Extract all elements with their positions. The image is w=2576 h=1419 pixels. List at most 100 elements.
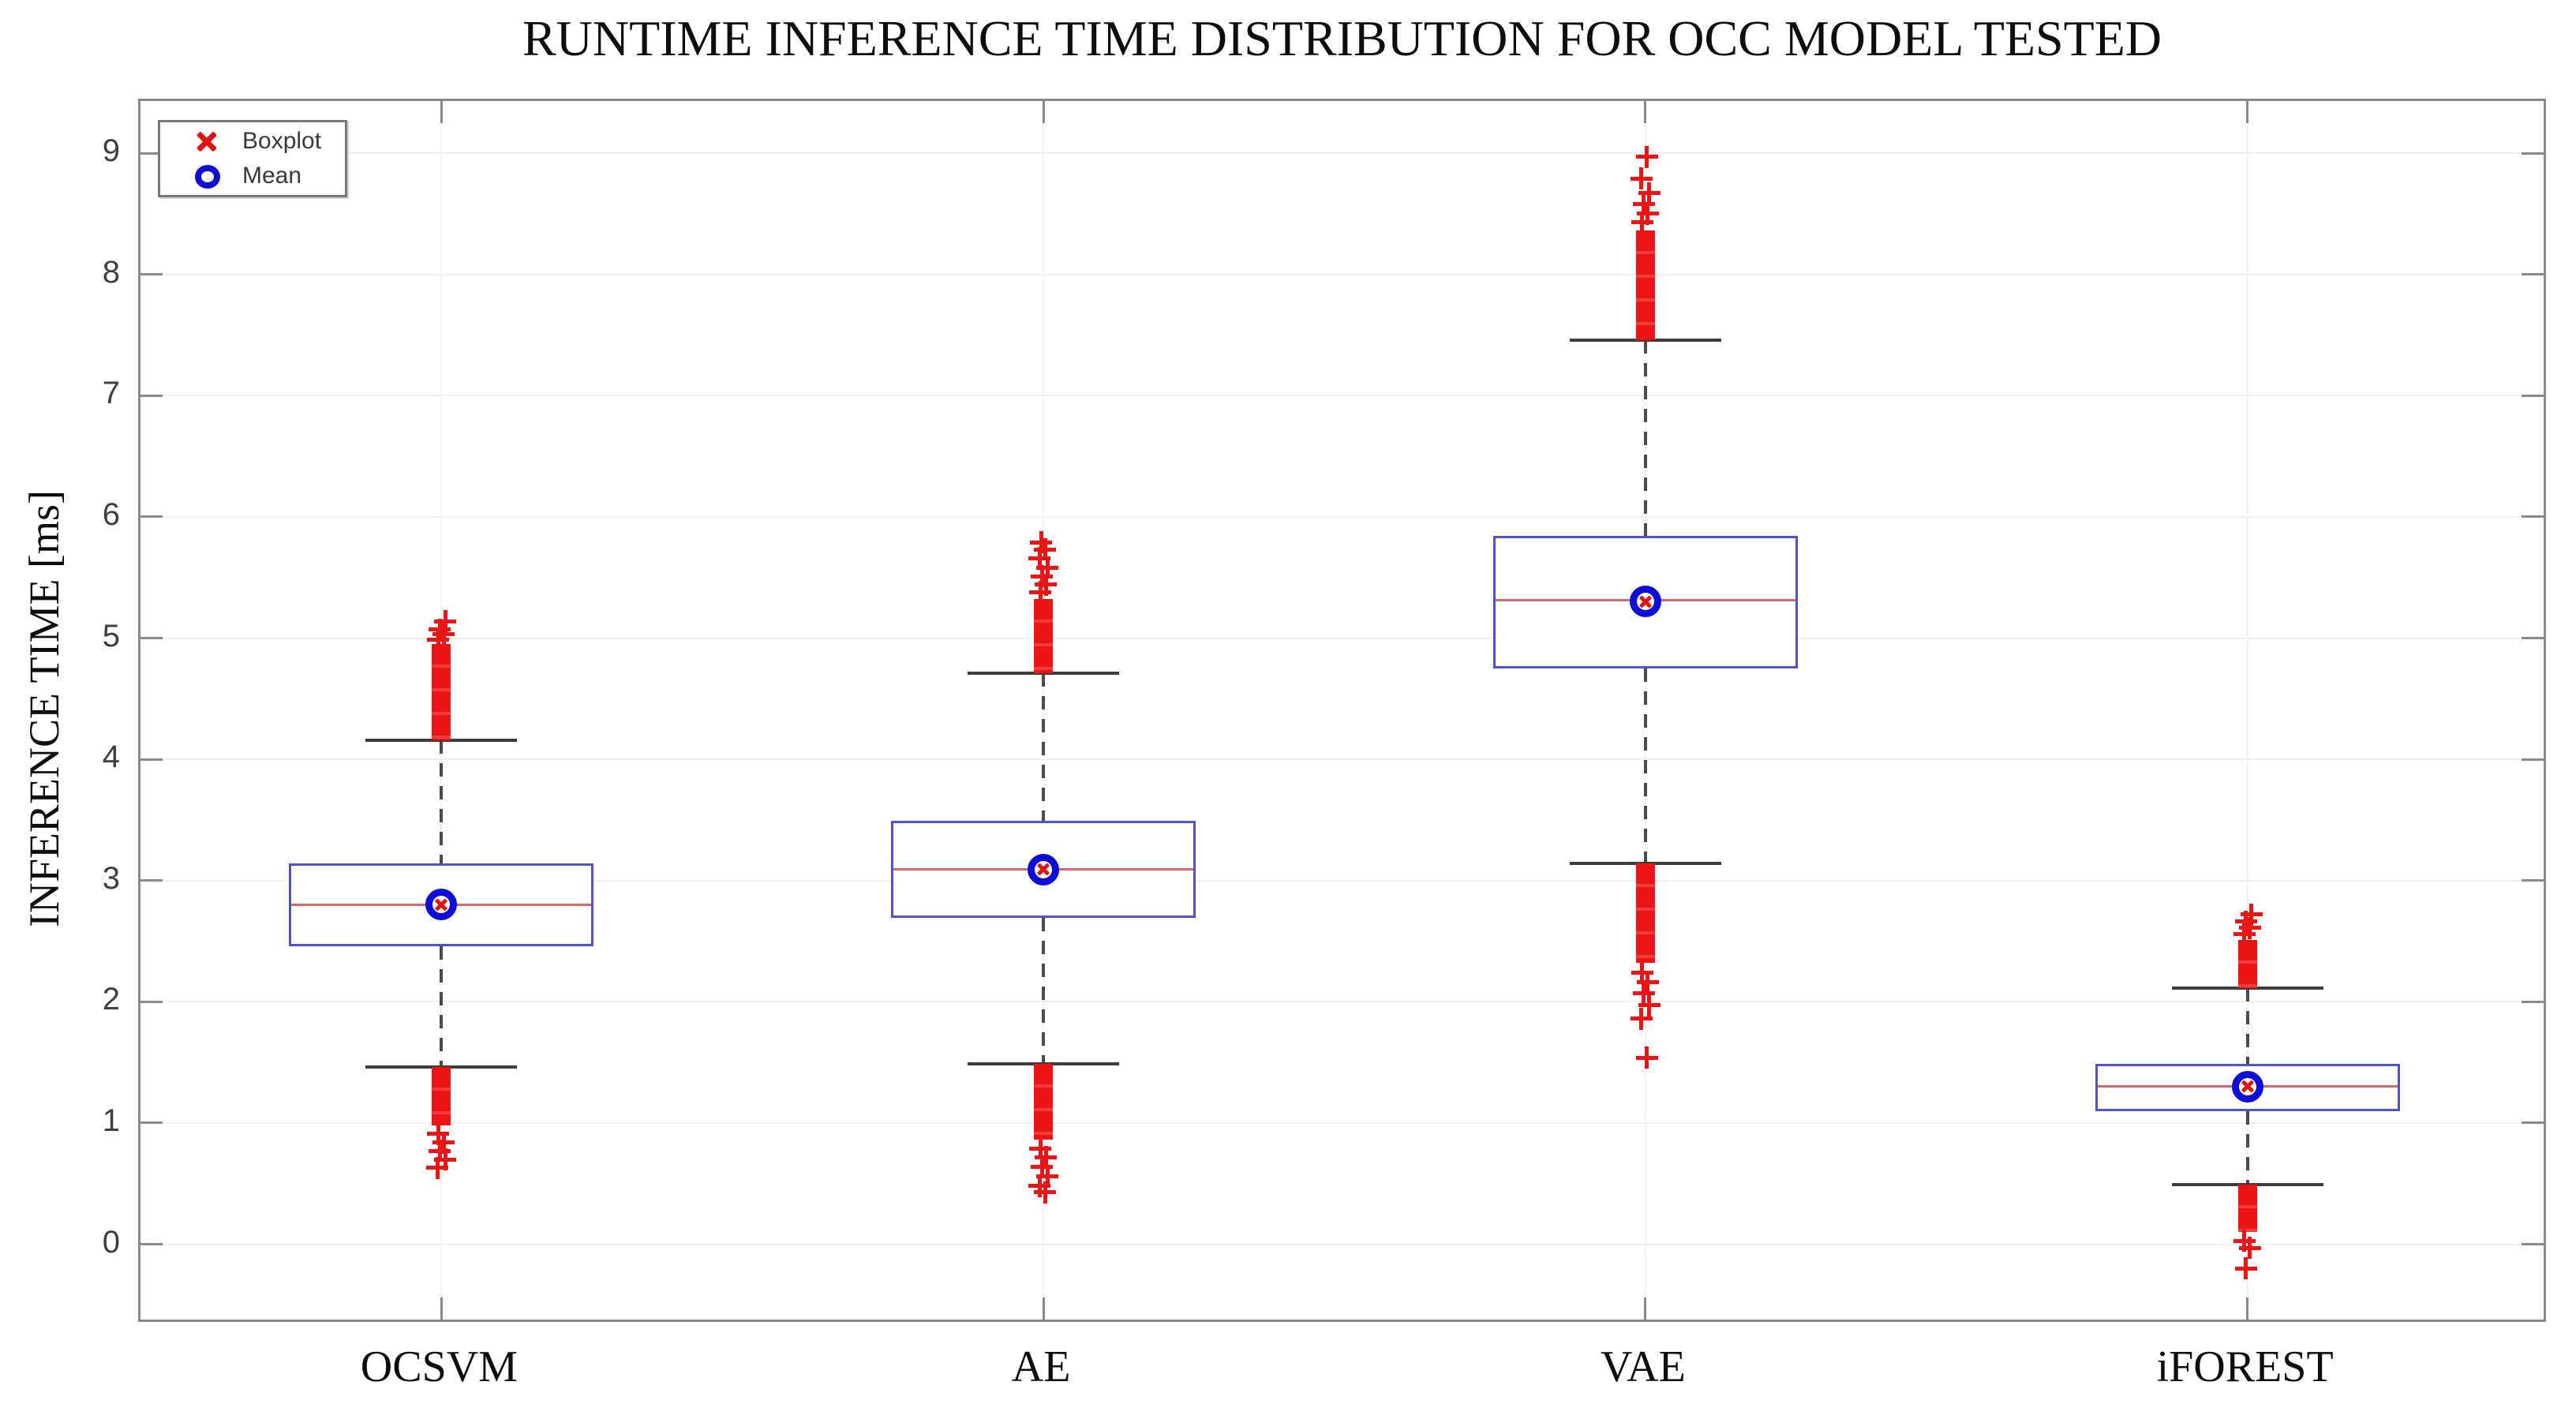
outlier-plus-marker	[1031, 565, 1054, 588]
outlier-dense-lower	[1034, 1063, 1054, 1140]
y-tick-mark-right	[2522, 637, 2544, 640]
outlier-plus-marker	[426, 1156, 449, 1179]
outlier-plus-marker	[1030, 531, 1053, 554]
y-tick-mark-right	[2522, 1000, 2544, 1003]
legend-item-boxplot: Boxplot	[160, 126, 345, 156]
legend-box: Boxplot Mean	[158, 120, 347, 197]
outlier-plus-marker	[434, 610, 457, 633]
y-tick-mark-right	[2522, 515, 2544, 519]
gridline-h	[140, 1001, 2544, 1003]
outlier-plus-marker	[1632, 982, 1655, 1005]
whisker-lower	[2245, 1110, 2249, 1185]
x-tick-label: VAE	[1600, 1342, 1686, 1391]
gridline-h	[140, 1121, 2544, 1124]
y-tick-label: 4	[102, 739, 120, 775]
whisker-lower	[1042, 918, 1046, 1064]
y-tick-label: 6	[102, 496, 120, 532]
outlier-plus-marker	[1031, 1155, 1054, 1178]
y-tick-label: 1	[102, 1103, 120, 1138]
outlier-plus-marker	[1028, 1174, 1051, 1197]
x-tick-mark-top	[1042, 101, 1045, 123]
outlier-plus-marker	[1035, 1146, 1058, 1168]
outlier-plus-marker	[2233, 923, 2256, 945]
outlier-plus-marker	[1631, 961, 1653, 984]
mean-x-icon	[2241, 1080, 2254, 1093]
outlier-plus-marker	[1028, 547, 1051, 570]
outlier-plus-marker	[1034, 1181, 1057, 1204]
x-tick-mark-top	[440, 101, 443, 123]
y-tick-mark-right	[2522, 394, 2544, 397]
outlier-plus-marker	[429, 618, 451, 641]
y-tick-mark-right	[2522, 758, 2544, 761]
outlier-plus-marker	[1029, 581, 1052, 604]
outlier-plus-marker	[1036, 1165, 1059, 1188]
legend-label-mean: Mean	[242, 163, 302, 189]
x-tick-label: OCSVM	[360, 1342, 518, 1391]
gridline-h	[140, 515, 2544, 518]
y-tick-mark-left	[140, 1243, 163, 1246]
outlier-plus-marker	[2238, 916, 2261, 939]
y-tick-label: 0	[102, 1224, 120, 1260]
whisker-lower	[1643, 668, 1647, 864]
legend-item-mean: Mean	[160, 161, 345, 191]
y-tick-mark-left	[140, 1000, 163, 1003]
outlier-plus-marker	[1636, 971, 1659, 994]
outlier-plus-marker	[2234, 1257, 2257, 1280]
mean-x-icon	[1639, 595, 1652, 608]
legend-label-boxplot: Boxplot	[242, 128, 322, 154]
outlier-plus-marker	[2234, 910, 2257, 933]
y-tick-mark-left	[140, 758, 163, 761]
y-tick-mark-right	[2522, 273, 2544, 276]
outlier-dense-lower	[2237, 1185, 2257, 1233]
y-tick-mark-left	[140, 637, 163, 640]
y-tick-mark-left	[140, 1121, 163, 1125]
whisker-cap-upper	[1569, 338, 1721, 342]
gridline-h	[140, 1243, 2544, 1245]
mean-x-icon	[1037, 863, 1050, 876]
outlier-plus-marker	[1635, 1046, 1658, 1069]
outlier-plus-marker	[1638, 994, 1661, 1017]
plot-area	[138, 99, 2546, 1322]
mean-marker	[1629, 586, 1661, 618]
whisker-upper	[2245, 988, 2249, 1064]
y-tick-mark-right	[2522, 152, 2544, 155]
x-tick-label: AE	[1011, 1342, 1071, 1391]
y-tick-label: 5	[102, 618, 120, 653]
outlier-plus-marker	[1034, 538, 1057, 561]
outlier-plus-marker	[1036, 556, 1059, 579]
outlier-plus-marker	[1636, 202, 1659, 225]
outlier-plus-marker	[1029, 1137, 1052, 1160]
whisker-cap-upper	[365, 738, 518, 742]
gridline-h	[140, 758, 2544, 761]
whisker-cap-upper	[968, 672, 1120, 676]
outlier-plus-marker	[1631, 211, 1653, 234]
y-tick-label: 9	[102, 133, 120, 169]
x-tick-mark-bottom	[2246, 1297, 2249, 1320]
y-tick-mark-right	[2522, 1243, 2544, 1246]
outlier-plus-marker	[432, 623, 455, 646]
whisker-lower	[440, 945, 444, 1068]
outlier-dense-upper	[432, 644, 451, 740]
outlier-dense-upper	[2237, 940, 2257, 989]
outlier-plus-marker	[2238, 1237, 2261, 1260]
whisker-cap-upper	[2171, 987, 2323, 990]
outlier-plus-marker	[1632, 193, 1655, 215]
mean-x-icon	[435, 898, 447, 911]
outlier-dense-upper	[1635, 230, 1655, 340]
outlier-plus-marker	[427, 1122, 450, 1145]
mean-marker	[425, 889, 458, 921]
y-tick-label: 2	[102, 982, 120, 1017]
mean-marker	[2231, 1070, 2263, 1103]
y-tick-label: 8	[102, 254, 120, 290]
boxplot-x-icon	[195, 129, 220, 154]
x-tick-mark-bottom	[1644, 1297, 1647, 1320]
outlier-dense-upper	[1034, 599, 1054, 674]
whisker-upper	[1643, 339, 1647, 537]
gridline-h	[140, 637, 2544, 639]
x-tick-label: iFOREST	[2156, 1342, 2334, 1391]
chart-title: RUNTIME INFERENCE TIME DISTRIBUTION FOR …	[522, 10, 2162, 66]
outlier-dense-lower	[432, 1067, 451, 1126]
y-tick-mark-left	[140, 515, 163, 519]
mean-marker	[1028, 853, 1060, 885]
